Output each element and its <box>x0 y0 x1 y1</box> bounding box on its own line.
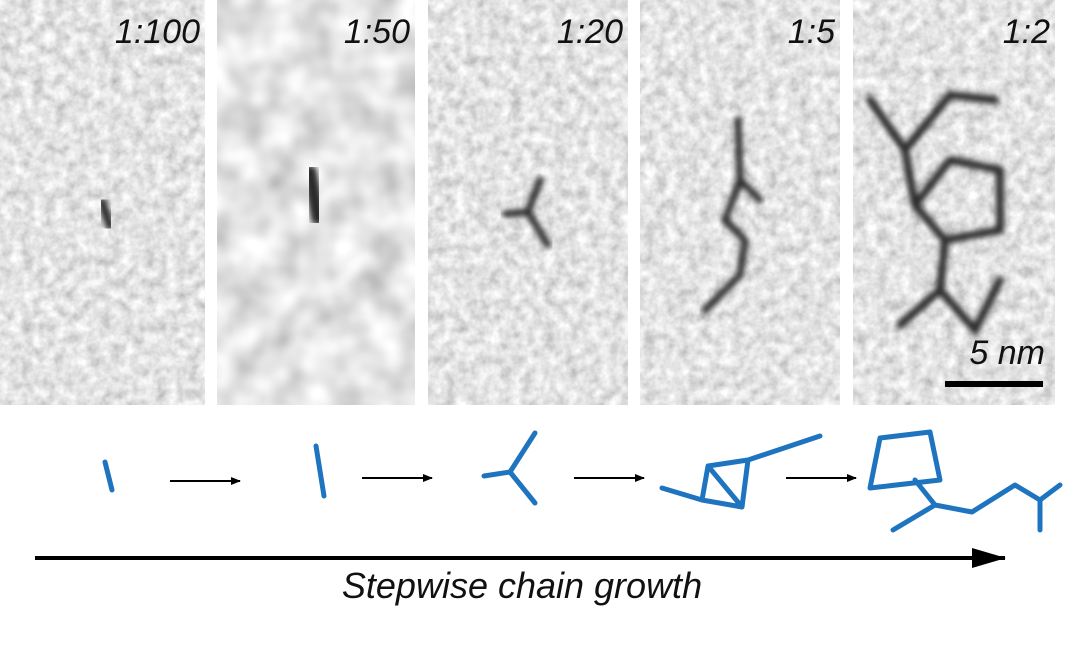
molecule <box>659 433 823 510</box>
particle <box>303 165 325 225</box>
panel-label: 1:5 <box>788 13 835 51</box>
caption: Stepwise chain growth <box>342 565 702 606</box>
schematics: Stepwise chain growth <box>35 429 1063 606</box>
molecule <box>867 429 1063 533</box>
micrographs: 1:100 1:50 1:20 1:5 1:2 5 nm <box>0 0 1055 405</box>
molecule <box>481 430 538 506</box>
particle <box>701 116 764 314</box>
molecule <box>313 443 327 499</box>
scale-bar-label: 5 nm <box>969 334 1045 372</box>
micrograph <box>853 0 1055 405</box>
micrograph <box>640 0 840 405</box>
particle <box>866 90 1004 338</box>
panel-label: 1:20 <box>557 13 623 51</box>
panel-label: 1:2 <box>1003 13 1050 51</box>
panel-label: 1:100 <box>115 13 200 51</box>
molecule <box>102 459 115 493</box>
particle <box>97 197 115 231</box>
particle <box>501 176 552 249</box>
panel-label: 1:50 <box>344 13 410 51</box>
